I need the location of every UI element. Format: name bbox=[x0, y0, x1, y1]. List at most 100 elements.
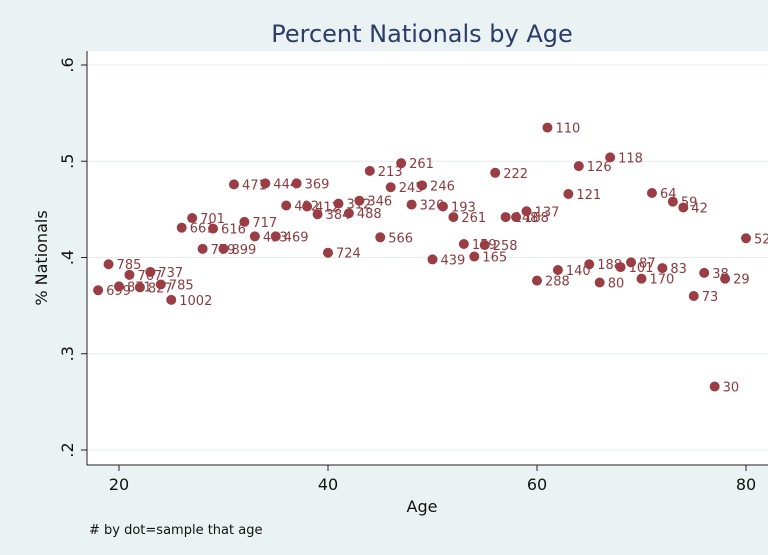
data-point bbox=[511, 212, 522, 223]
data-label: 165 bbox=[482, 251, 507, 266]
data-point bbox=[145, 266, 156, 277]
data-label: 717 bbox=[252, 216, 277, 231]
data-point bbox=[270, 231, 281, 242]
data-label: 118 bbox=[618, 151, 643, 166]
data-label: 30 bbox=[723, 380, 740, 395]
data-point bbox=[688, 291, 699, 301]
data-point bbox=[343, 208, 354, 219]
x-axis-label: Age bbox=[407, 497, 438, 516]
data-point bbox=[469, 251, 480, 262]
data-label: 83 bbox=[670, 262, 687, 277]
data-point bbox=[323, 247, 333, 258]
data-point bbox=[385, 182, 396, 193]
data-label: 1002 bbox=[179, 294, 212, 309]
data-label: 701 bbox=[200, 212, 225, 227]
data-label: 222 bbox=[503, 167, 528, 182]
gridlines bbox=[87, 64, 768, 451]
data-label: 87 bbox=[639, 256, 656, 271]
data-label: 616 bbox=[221, 223, 246, 238]
data-point bbox=[563, 188, 574, 199]
data-point bbox=[312, 209, 323, 220]
y-tick-label: .5 bbox=[58, 154, 77, 169]
data-point bbox=[626, 257, 637, 268]
data-point bbox=[741, 233, 751, 244]
data-point bbox=[187, 213, 198, 224]
data-point bbox=[260, 178, 271, 189]
data-point bbox=[417, 180, 428, 191]
data-point bbox=[552, 265, 563, 276]
data-label: 261 bbox=[461, 211, 486, 226]
data-label: 699 bbox=[106, 284, 131, 299]
data-point bbox=[615, 262, 626, 273]
data-label: 121 bbox=[576, 188, 601, 203]
data-label: 661 bbox=[190, 222, 215, 237]
data-label: 261 bbox=[409, 157, 434, 172]
x-tick-label: 20 bbox=[109, 475, 129, 494]
data-point bbox=[197, 243, 208, 254]
data-label: 785 bbox=[117, 258, 142, 273]
data-label: 488 bbox=[357, 207, 382, 222]
data-point bbox=[93, 285, 104, 296]
data-label: 346 bbox=[367, 195, 392, 210]
chart-note: # by dot=sample that age bbox=[89, 523, 262, 538]
data-point bbox=[636, 273, 647, 284]
data-point bbox=[646, 188, 657, 199]
data-label: 213 bbox=[378, 165, 403, 180]
data-point bbox=[678, 202, 689, 213]
data-point bbox=[584, 259, 595, 270]
data-point bbox=[134, 282, 145, 293]
data-point bbox=[176, 222, 187, 233]
data-point bbox=[291, 178, 302, 189]
data-point bbox=[364, 165, 375, 176]
data-label: 168 bbox=[524, 211, 549, 226]
chart-title: Percent Nationals by Age bbox=[271, 20, 573, 48]
data-label: 188 bbox=[597, 258, 622, 273]
data-label: 80 bbox=[608, 277, 625, 292]
data-label: 258 bbox=[493, 239, 518, 254]
tick-labels: .2 .3 .4 .5 .6 20 40 60 80 bbox=[58, 57, 756, 494]
data-point bbox=[406, 199, 417, 210]
data-label: 42 bbox=[691, 201, 708, 216]
data-point bbox=[124, 269, 135, 280]
data-point bbox=[532, 275, 542, 286]
data-point bbox=[500, 212, 511, 223]
data-point bbox=[281, 200, 292, 211]
y-tick-label: .6 bbox=[58, 57, 77, 72]
data-point bbox=[709, 381, 720, 392]
data-point bbox=[239, 216, 250, 227]
data-point bbox=[333, 198, 344, 209]
data-label: 126 bbox=[587, 160, 612, 175]
data-point bbox=[375, 232, 386, 243]
data-point bbox=[490, 167, 501, 178]
y-axis-label: % Nationals bbox=[32, 210, 51, 305]
data-label: 140 bbox=[566, 264, 591, 279]
data-point bbox=[114, 281, 124, 292]
data-point bbox=[228, 179, 239, 190]
data-point bbox=[354, 195, 365, 206]
data-label: 288 bbox=[545, 275, 570, 290]
data-label: 724 bbox=[336, 247, 361, 262]
data-label: 170 bbox=[650, 273, 675, 288]
x-tick-label: 60 bbox=[527, 475, 547, 494]
data-label: 137 bbox=[535, 205, 560, 220]
data-label: 899 bbox=[232, 243, 257, 258]
data-point bbox=[208, 223, 219, 234]
data-point bbox=[542, 122, 553, 133]
x-tick-label: 40 bbox=[318, 475, 338, 494]
data-point bbox=[218, 243, 229, 254]
data-point bbox=[458, 239, 469, 250]
data-label: 29 bbox=[733, 273, 750, 288]
data-point bbox=[396, 158, 407, 169]
data-label: 110 bbox=[555, 122, 580, 137]
y-tick-label: .4 bbox=[58, 250, 77, 265]
y-tick-label: .3 bbox=[58, 346, 77, 361]
data-label: 320 bbox=[420, 199, 445, 214]
data-point bbox=[699, 267, 710, 278]
data-point bbox=[594, 277, 605, 288]
data-point bbox=[437, 201, 448, 212]
data-point bbox=[667, 196, 678, 207]
data-point bbox=[103, 259, 114, 270]
data-label: 566 bbox=[388, 231, 413, 246]
x-tick-label: 80 bbox=[736, 475, 756, 494]
